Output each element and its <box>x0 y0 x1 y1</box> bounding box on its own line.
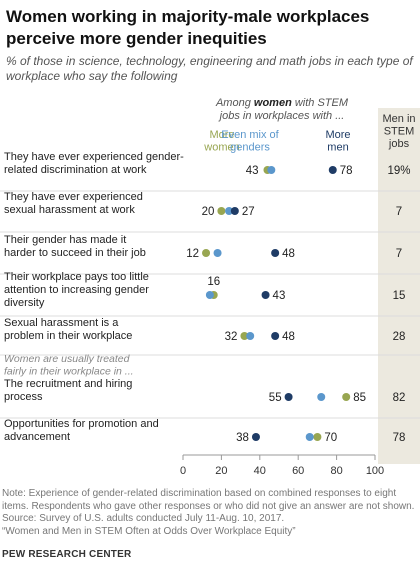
row-label: attention to increasing gender <box>4 284 149 296</box>
x-tick-label: 0 <box>180 465 186 477</box>
row-label: Sexual harassment is a <box>4 317 119 329</box>
row-label: Their workplace pays too little <box>4 271 149 283</box>
dot-even-mix <box>305 433 314 441</box>
men-value: 7 <box>396 248 402 260</box>
x-tick-label: 60 <box>292 465 304 477</box>
data-label: 48 <box>282 248 295 260</box>
x-tick-label: 20 <box>215 465 227 477</box>
dot-more-men <box>271 249 280 257</box>
legend-label-even-mix: genders <box>230 142 270 154</box>
men-column-header: jobs <box>388 138 410 150</box>
section-note: fairly in their workplace in ... <box>4 366 134 378</box>
dot-even-mix <box>225 207 234 215</box>
men-value: 19% <box>387 165 410 177</box>
row-label: They have ever experienced gender- <box>4 151 184 163</box>
men-column-header: STEM <box>384 126 415 138</box>
brand-name: PEW RESEARCH CENTER <box>2 549 132 560</box>
dot-even-mix <box>246 332 255 340</box>
dot-more-men <box>251 433 260 441</box>
data-label: 16 <box>207 276 220 288</box>
dot-more-women <box>217 207 226 215</box>
footer-source-line: Source: Survey of U.S. adults conducted … <box>2 513 285 524</box>
men-value: 28 <box>393 331 406 343</box>
legend-label-more-men: More <box>325 129 350 141</box>
group-header-line: jobs in workplaces with ... <box>218 110 345 122</box>
x-tick-label: 40 <box>254 465 266 477</box>
men-column-background <box>378 108 420 464</box>
data-label: 70 <box>324 432 337 444</box>
row-label: problem in their workplace <box>4 330 132 342</box>
dot-more-men <box>271 332 280 340</box>
row-label: The recruitment and hiring <box>4 378 132 390</box>
footer-report-title: “Women and Men in STEM Often at Odds Ove… <box>2 525 296 537</box>
data-label: 85 <box>353 392 366 404</box>
data-label: 43 <box>273 290 286 302</box>
men-value: 82 <box>393 392 406 404</box>
dot-more-women <box>313 433 322 441</box>
legend-label-more-men: men <box>327 142 348 154</box>
row-label: related discrimination at work <box>4 164 147 176</box>
row-label: harder to succeed in their job <box>4 247 146 259</box>
dot-even-mix <box>205 291 214 299</box>
dot-even-mix <box>317 393 326 401</box>
legend-label-more-women: More <box>209 129 234 141</box>
data-label: 48 <box>282 331 295 343</box>
chart-subtitle: % of those in science, technology, engin… <box>6 54 413 83</box>
men-value: 7 <box>396 206 402 218</box>
chart-title: Women working in majority-male workplace… <box>6 7 370 48</box>
dot-more-women <box>342 393 351 401</box>
data-label: 12 <box>186 248 199 260</box>
data-label: 27 <box>242 206 255 218</box>
data-label: 20 <box>202 206 215 218</box>
dot-more-women <box>202 249 211 257</box>
men-value: 78 <box>393 432 406 444</box>
dot-more-men <box>328 166 337 174</box>
data-label: 55 <box>269 392 282 404</box>
dot-even-mix <box>267 166 276 174</box>
dot-more-women <box>240 332 249 340</box>
dot-more-men <box>230 207 239 215</box>
x-tick-label: 100 <box>366 465 384 477</box>
men-value: 15 <box>393 290 406 302</box>
row-label: Opportunities for promotion and <box>4 418 159 430</box>
row-label: Their gender has made it <box>4 234 126 246</box>
chart-footer: Note: Experience of gender-related discr… <box>2 488 418 538</box>
footer-note-line: items. Respondents who gave other respon… <box>2 500 415 512</box>
data-label: 32 <box>225 331 238 343</box>
dot-more-men <box>261 291 270 299</box>
row-label: process <box>4 391 43 403</box>
data-label: 38 <box>236 432 249 444</box>
x-tick-label: 80 <box>330 465 342 477</box>
section-note: Women are usually treated <box>4 353 131 365</box>
row-label: sexual harassment at work <box>4 204 135 216</box>
dot-more-men <box>284 393 293 401</box>
footer-note-line: Note: Experience of gender-related discr… <box>2 488 397 499</box>
data-label: 78 <box>340 165 353 177</box>
row-label: They have ever experienced <box>4 191 143 203</box>
legend-label-even-mix: Even mix of <box>221 129 279 141</box>
legend-label-more-women: women <box>203 142 239 154</box>
row-label: diversity <box>4 297 45 309</box>
group-header: Among women with STEM <box>215 97 349 109</box>
row-label: advancement <box>4 431 70 443</box>
dot-even-mix <box>213 249 222 257</box>
men-column-header: Men in <box>382 113 415 125</box>
data-label: 43 <box>246 165 259 177</box>
